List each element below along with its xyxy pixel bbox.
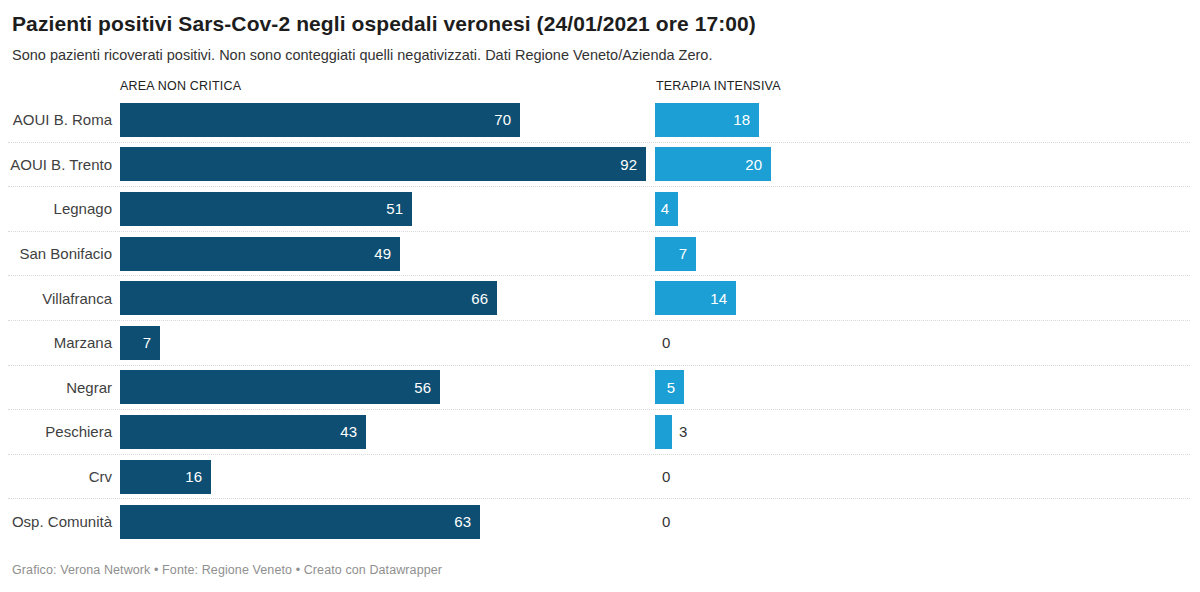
chart-subtitle: Sono pazienti ricoverati positivi. Non s… xyxy=(12,47,1188,63)
table-row: AOUI B. Roma 70 18 xyxy=(8,98,1190,143)
bar-value-label: 14 xyxy=(710,290,727,307)
bar: 63 xyxy=(120,505,480,539)
bar-cell: 5 xyxy=(655,370,1190,404)
table-row: San Bonifacio 49 7 xyxy=(8,232,1190,277)
bar-chart-rows: AOUI B. Roma7018AOUI B. Trento9220Legnag… xyxy=(8,98,1190,544)
table-row: Villafranca 66 14 xyxy=(8,276,1190,321)
bar-cell: 20 xyxy=(655,147,1190,181)
bar-cell: 49 xyxy=(120,237,655,271)
bar-value-label: 70 xyxy=(494,111,511,128)
table-row: Osp. Comunità 63 0 xyxy=(8,499,1190,544)
column-headers: AREA NON CRITICA TERAPIA INTENSIVA xyxy=(0,79,1200,95)
bar-cell: 18 xyxy=(655,103,1190,137)
column-header-terapia-intensiva: TERAPIA INTENSIVA xyxy=(656,79,781,93)
table-row: Negrar 56 5 xyxy=(8,366,1190,411)
bar-value-label: 7 xyxy=(143,334,151,351)
bar-value-label: 16 xyxy=(185,468,202,485)
bar: 66 xyxy=(120,281,497,315)
bar-cell: 92 xyxy=(120,147,655,181)
bar-cell: 0 xyxy=(655,468,1190,485)
bar-value-label: 49 xyxy=(374,245,391,262)
bar: 7 xyxy=(120,326,160,360)
bar: 56 xyxy=(120,370,440,404)
bar-value-label: 0 xyxy=(662,513,670,530)
bar: 20 xyxy=(655,147,771,181)
bar-value-label: 20 xyxy=(745,156,762,173)
bar: 18 xyxy=(655,103,759,137)
bar-cell: 70 xyxy=(120,103,655,137)
bar: 14 xyxy=(655,281,736,315)
table-row: Marzana 7 0 xyxy=(8,321,1190,366)
row-label: Legnago xyxy=(8,200,120,217)
chart-title: Pazienti positivi Sars-Cov-2 negli osped… xyxy=(12,12,1188,36)
bar-value-label: 3 xyxy=(679,423,687,440)
bar-cell: 4 xyxy=(655,192,1190,226)
bar-value-label: 4 xyxy=(661,200,669,217)
bar-cell: 66 xyxy=(120,281,655,315)
bar-value-label: 63 xyxy=(454,513,471,530)
bar: 5 xyxy=(655,370,684,404)
bar-value-label: 66 xyxy=(471,290,488,307)
bar: 70 xyxy=(120,103,520,137)
table-row: Crv 16 0 xyxy=(8,455,1190,500)
bar: 51 xyxy=(120,192,412,226)
bar-cell: 7 xyxy=(120,326,655,360)
bar: 43 xyxy=(120,415,366,449)
bar-value-label: 56 xyxy=(414,379,431,396)
row-label: San Bonifacio xyxy=(8,245,120,262)
bar-cell: 0 xyxy=(655,513,1190,530)
bar: 49 xyxy=(120,237,400,271)
table-row: AOUI B. Trento 92 20 xyxy=(8,143,1190,188)
bar-cell: 63 xyxy=(120,505,655,539)
chart-container: Pazienti positivi Sars-Cov-2 negli osped… xyxy=(0,12,1200,592)
row-label: Marzana xyxy=(8,334,120,351)
row-label: Peschiera xyxy=(8,423,120,440)
table-row: Peschiera 43 3 xyxy=(8,410,1190,455)
row-label: Osp. Comunità xyxy=(8,513,120,530)
bar: 7 xyxy=(655,237,696,271)
row-label: Villafranca xyxy=(8,290,120,307)
bar: 4 xyxy=(655,192,678,226)
bar: 92 xyxy=(120,147,646,181)
bar-cell: 0 xyxy=(655,334,1190,351)
bar-value-label: 0 xyxy=(662,468,670,485)
bar-cell: 51 xyxy=(120,192,655,226)
bar-value-label: 0 xyxy=(662,334,670,351)
bar xyxy=(655,415,672,449)
bar-cell: 43 xyxy=(120,415,655,449)
column-header-area-non-critica: AREA NON CRITICA xyxy=(120,79,241,93)
bar-value-label: 18 xyxy=(733,111,750,128)
row-label: AOUI B. Trento xyxy=(8,156,120,173)
table-row: Legnago 51 4 xyxy=(8,187,1190,232)
row-label: AOUI B. Roma xyxy=(8,111,120,128)
bar-cell: 14 xyxy=(655,281,1190,315)
bar-cell: 56 xyxy=(120,370,655,404)
bar-value-label: 43 xyxy=(340,423,357,440)
bar: 16 xyxy=(120,460,211,494)
row-label: Crv xyxy=(8,468,120,485)
chart-footer: Grafico: Verona Network • Fonte: Regione… xyxy=(12,563,1188,577)
row-label: Negrar xyxy=(8,379,120,396)
bar-cell: 16 xyxy=(120,460,655,494)
bar-value-label: 92 xyxy=(620,156,637,173)
bar-value-label: 51 xyxy=(386,200,403,217)
bar-cell: 7 xyxy=(655,237,1190,271)
bar-value-label: 7 xyxy=(679,245,687,262)
bar-value-label: 5 xyxy=(667,379,675,396)
bar-cell: 3 xyxy=(655,415,1190,449)
